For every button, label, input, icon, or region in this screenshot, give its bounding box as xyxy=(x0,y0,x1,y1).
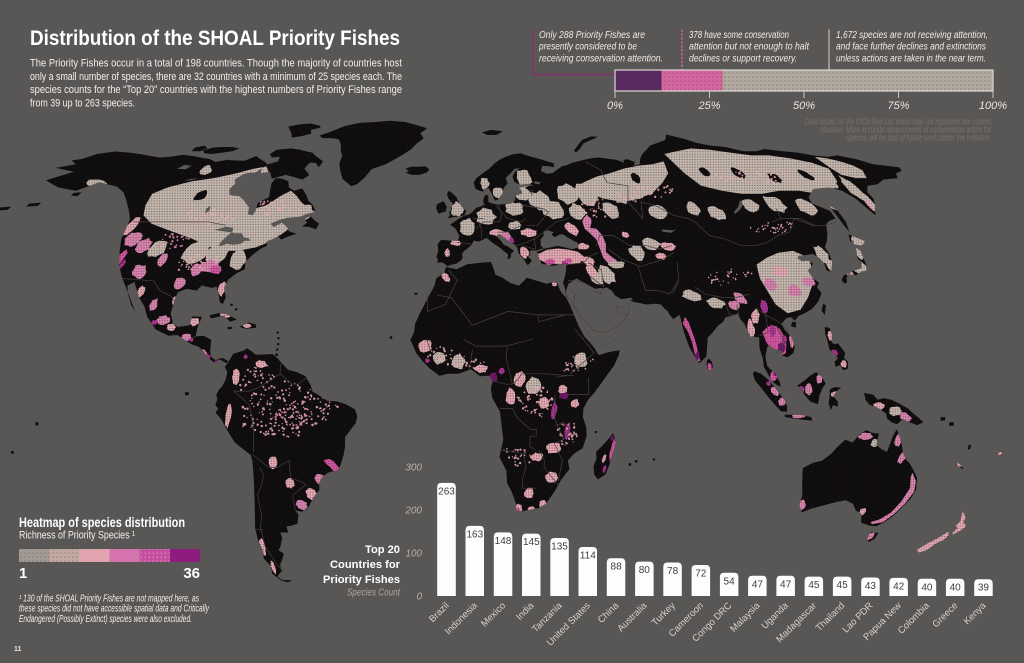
svg-text:Countries for: Countries for xyxy=(330,559,401,571)
svg-text:47: 47 xyxy=(780,579,792,590)
svg-text:Species Count: Species Count xyxy=(347,588,401,599)
svg-text:Only 288 Priority Fishes are: Only 288 Priority Fishes are xyxy=(539,30,645,41)
svg-text:Top 20: Top 20 xyxy=(365,544,400,556)
svg-text:45: 45 xyxy=(837,580,849,591)
svg-text:unless actions are taken in th: unless actions are taken in the near ter… xyxy=(836,53,986,64)
svg-text:only a small number of species: only a small number of species, there ar… xyxy=(30,71,402,83)
svg-text:25%: 25% xyxy=(697,100,720,112)
svg-text:145: 145 xyxy=(523,537,540,548)
svg-text:1: 1 xyxy=(19,565,27,582)
svg-text:The Priority Fishes occur in a: The Priority Fishes occur in a total of … xyxy=(30,58,402,70)
svg-text:0%: 0% xyxy=(607,100,623,112)
svg-text:114: 114 xyxy=(580,550,596,561)
svg-text:situation. More accurate asses: situation. More accurate assessments of … xyxy=(820,125,992,135)
svg-text:¹ 130 of the SHOAL Priority Fi: ¹ 130 of the SHOAL Priority Fishes are n… xyxy=(19,594,199,605)
svg-text:and face further declines and: and face further declines and extinction… xyxy=(836,42,986,53)
svg-text:0: 0 xyxy=(416,592,422,603)
svg-text:Heatmap of species distributio: Heatmap of species distribution xyxy=(19,514,185,530)
svg-text:attention but not enough to ha: attention but not enough to halt xyxy=(689,42,810,53)
svg-text:presently considered to be: presently considered to be xyxy=(538,42,637,53)
svg-text:72: 72 xyxy=(695,569,707,580)
svg-text:Endangered (Possibly Extinct): Endangered (Possibly Extinct) species we… xyxy=(19,614,192,625)
svg-text:42: 42 xyxy=(893,581,905,592)
svg-text:100: 100 xyxy=(405,549,422,560)
svg-text:40: 40 xyxy=(950,582,962,593)
svg-text:78: 78 xyxy=(667,566,679,577)
svg-text:47: 47 xyxy=(752,579,764,590)
svg-text:50%: 50% xyxy=(793,100,815,112)
svg-text:40: 40 xyxy=(921,582,933,593)
svg-text:378 have some conservation: 378 have some conservation xyxy=(689,30,789,41)
svg-text:Distribution of the SHOAL Prio: Distribution of the SHOAL Priority Fishe… xyxy=(30,27,400,50)
svg-text:from 39 up to 263 species.: from 39 up to 263 species. xyxy=(30,97,135,109)
svg-text:300: 300 xyxy=(405,463,422,474)
svg-text:species will be part of future: species will be part of future work unde… xyxy=(846,133,991,143)
svg-text:80: 80 xyxy=(639,565,651,576)
svg-text:54: 54 xyxy=(724,576,736,587)
svg-text:45: 45 xyxy=(808,580,820,591)
svg-text:39: 39 xyxy=(978,583,990,594)
svg-text:36: 36 xyxy=(183,565,200,582)
svg-text:43: 43 xyxy=(865,581,877,592)
svg-text:148: 148 xyxy=(495,536,512,547)
svg-text:species counts for the “Top 20: species counts for the “Top 20” countrie… xyxy=(30,84,402,96)
svg-text:263: 263 xyxy=(438,486,455,497)
svg-text:Richness of Priority Species ¹: Richness of Priority Species ¹ xyxy=(19,530,135,542)
svg-text:1,672 species are not receivin: 1,672 species are not receiving attentio… xyxy=(836,30,988,41)
svg-text:100%: 100% xyxy=(979,100,1007,112)
svg-text:Data based on the IUCN Red Lis: Data based on the IUCN Red List which ma… xyxy=(805,117,991,127)
svg-text:Priority Fishes: Priority Fishes xyxy=(323,574,400,586)
svg-text:receiving conservation attenti: receiving conservation attention. xyxy=(539,53,663,64)
svg-text:200: 200 xyxy=(404,506,422,517)
svg-text:these species did not have acc: these species did not have accessible sp… xyxy=(19,604,210,615)
svg-text:11: 11 xyxy=(14,646,22,653)
svg-text:declines or support recovery.: declines or support recovery. xyxy=(689,53,797,64)
svg-text:75%: 75% xyxy=(887,100,909,112)
svg-text:135: 135 xyxy=(551,541,568,552)
svg-text:88: 88 xyxy=(611,562,623,573)
svg-text:163: 163 xyxy=(466,529,483,540)
